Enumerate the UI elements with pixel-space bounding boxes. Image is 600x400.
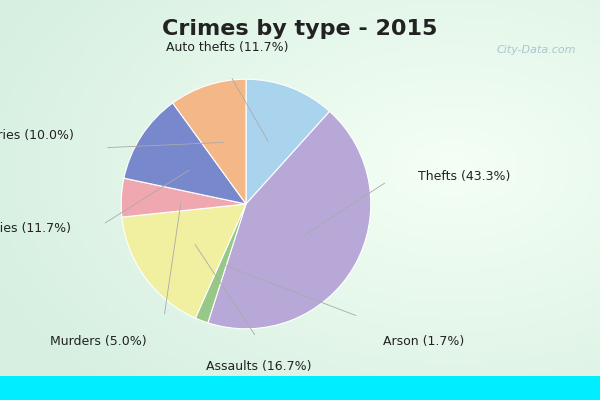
Wedge shape [246, 79, 329, 204]
Wedge shape [196, 204, 246, 323]
Text: Murders (5.0%): Murders (5.0%) [50, 335, 146, 348]
Text: Assaults (16.7%): Assaults (16.7%) [206, 360, 311, 373]
Text: City-Data.com: City-Data.com [497, 45, 576, 55]
Text: Arson (1.7%): Arson (1.7%) [383, 335, 464, 348]
Wedge shape [124, 103, 246, 204]
Wedge shape [122, 204, 246, 318]
Wedge shape [173, 79, 246, 204]
Text: Robberies (10.0%): Robberies (10.0%) [0, 129, 74, 142]
Wedge shape [208, 111, 371, 329]
Wedge shape [121, 178, 246, 217]
Text: Burglaries (11.7%): Burglaries (11.7%) [0, 222, 71, 236]
Text: Auto thefts (11.7%): Auto thefts (11.7%) [166, 42, 289, 54]
Text: Thefts (43.3%): Thefts (43.3%) [418, 170, 511, 183]
Text: Crimes by type - 2015: Crimes by type - 2015 [163, 19, 437, 39]
